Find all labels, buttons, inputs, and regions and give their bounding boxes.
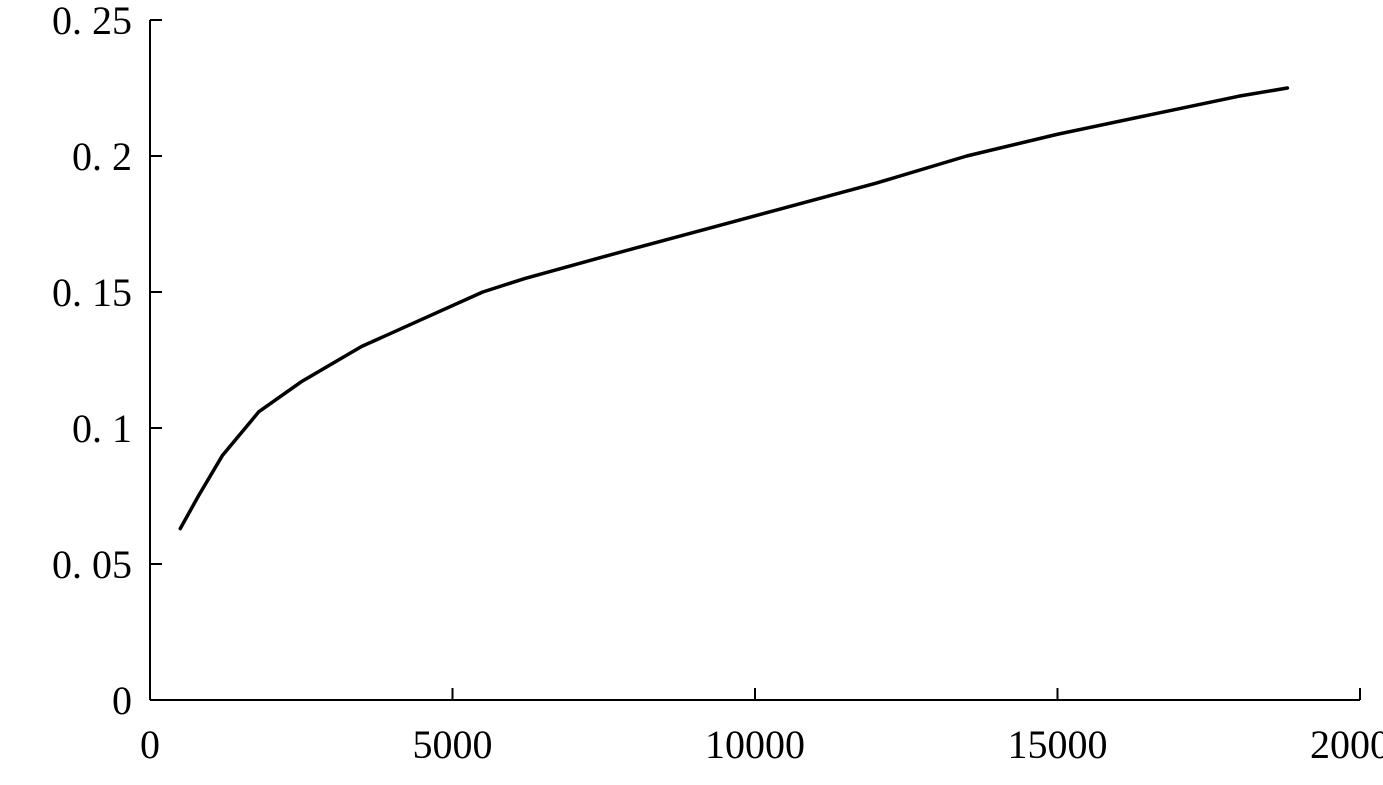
x-tick-label: 5000 [413, 722, 493, 767]
x-tick-label: 10000 [705, 722, 805, 767]
line-chart: 0 5000 10000 15000 20000 0 0. 05 0. 1 0. 15 0. 2 0… [0, 0, 1383, 785]
x-tick-label: 0 [140, 722, 160, 767]
x-tick-label: 15000 [1008, 722, 1108, 767]
y-tick-label: 0. 2 [72, 134, 132, 179]
y-tick-label: 0. 05 [52, 542, 132, 587]
x-tick-label: 20000 [1310, 722, 1383, 767]
y-tick-label: 0 [112, 678, 132, 723]
y-tick-label: 0. 15 [52, 270, 132, 315]
chart-svg: 0 5000 10000 15000 20000 0 0. 05 0. 1 0. 15 0. 2 0… [0, 0, 1383, 785]
y-tick-label: 0. 1 [72, 406, 132, 451]
y-tick-label: 0. 25 [52, 0, 132, 43]
